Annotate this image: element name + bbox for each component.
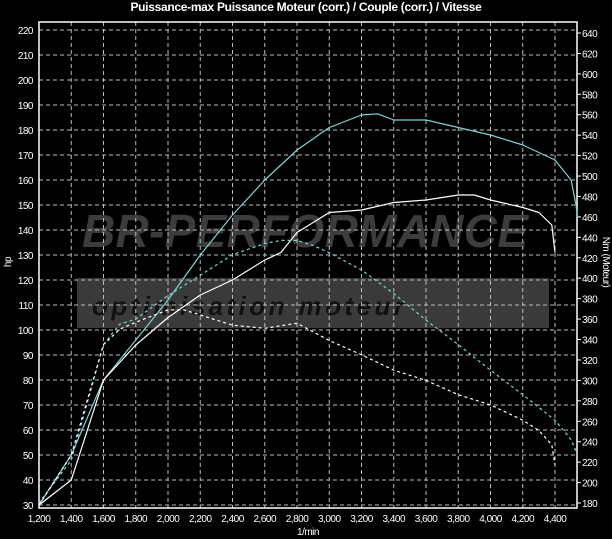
y2-tick-label: 300 xyxy=(582,376,598,387)
y-tick-label: 120 xyxy=(18,276,34,287)
y2-tick-label: 620 xyxy=(582,49,598,60)
y2-tick-label: 180 xyxy=(582,499,598,510)
y2-tick-label: 340 xyxy=(582,336,598,347)
watermark-logo-text: BR-PERFORMANCE xyxy=(82,205,529,257)
y2-tick-label: 540 xyxy=(582,131,598,142)
y-tick-label: 60 xyxy=(23,426,34,437)
x-tick-label: 2,000 xyxy=(157,514,180,525)
y-tick-label: 160 xyxy=(18,176,34,187)
y-tick-label: 200 xyxy=(18,76,34,87)
y2-tick-label: 220 xyxy=(582,458,598,469)
y2-tick-label: 240 xyxy=(582,438,598,449)
y2-axis-label: Nm (Moteur) xyxy=(600,237,611,288)
y-tick-label: 150 xyxy=(18,201,34,212)
y-axis-label: hp xyxy=(3,256,14,267)
y-tick-label: 90 xyxy=(23,351,34,362)
y2-tick-label: 320 xyxy=(582,356,598,367)
watermark-band xyxy=(77,278,549,328)
chart-title: Puissance-max Puissance Moteur (corr.) /… xyxy=(130,0,482,14)
x-tick-label: 4,400 xyxy=(544,514,567,525)
x-tick-label: 3,200 xyxy=(350,514,373,525)
y-tick-label: 190 xyxy=(18,101,34,112)
x-tick-label: 4,000 xyxy=(479,514,502,525)
x-tick-label: 3,000 xyxy=(318,514,341,525)
x-tick-label: 2,200 xyxy=(189,514,212,525)
x-tick-label: 4,200 xyxy=(511,514,534,525)
watermark: BR-PERFORMANCE optimisation moteur xyxy=(77,205,549,328)
y-tick-label: 30 xyxy=(23,501,34,512)
y-tick-label: 70 xyxy=(23,401,34,412)
torque-series-line-2 xyxy=(38,239,579,504)
y-tick-label: 40 xyxy=(23,476,34,487)
x-tick-label: 1,800 xyxy=(124,514,147,525)
x-tick-label: 3,800 xyxy=(447,514,470,525)
plot-frame xyxy=(38,21,578,509)
y2-tick-label: 460 xyxy=(582,213,598,224)
axes: 1,200 1,400 1,600 1,800 2,000 2,200 2,400 2,600… xyxy=(18,21,599,525)
y2-tick-label: 480 xyxy=(582,192,598,203)
power-series-line-0 xyxy=(38,113,579,506)
series-lines xyxy=(38,113,579,506)
y2-tick-label: 440 xyxy=(582,233,598,244)
y2-tick-label: 400 xyxy=(582,274,598,285)
y-tick-label: 210 xyxy=(18,51,34,62)
y2-tick-label: 360 xyxy=(582,315,598,326)
x-tick-label: 3,600 xyxy=(415,514,438,525)
y-tick-label: 110 xyxy=(19,301,34,312)
x-tick-label: 1,600 xyxy=(92,514,115,525)
y-tick-label: 220 xyxy=(18,26,34,37)
x-tick-label: 3,400 xyxy=(382,514,405,525)
y-tick-label: 100 xyxy=(18,326,34,337)
x-tick-label: 1,400 xyxy=(60,514,83,525)
y2-tick-label: 500 xyxy=(582,172,598,183)
y2-tick-label: 560 xyxy=(582,111,598,122)
torque-series-line-3 xyxy=(38,309,556,506)
y2-tick-label: 260 xyxy=(582,417,598,428)
y-tick-label: 140 xyxy=(18,226,34,237)
power-series-line-1 xyxy=(38,194,556,506)
x-tick-label: 2,400 xyxy=(221,514,244,525)
grid xyxy=(38,22,577,508)
y-tick-label: 80 xyxy=(23,376,34,387)
y2-tick-label: 200 xyxy=(582,479,598,490)
watermark-tagline: optimisation moteur xyxy=(92,291,406,321)
y-tick-label: 130 xyxy=(18,251,34,262)
y-tick-label: 50 xyxy=(23,451,34,462)
x-tick-label: 1,200 xyxy=(28,514,51,525)
y2-tick-label: 580 xyxy=(582,90,598,101)
y2-tick-label: 420 xyxy=(582,254,598,265)
x-tick-label: 2,600 xyxy=(253,514,276,525)
x-tick-label: 2,800 xyxy=(286,514,309,525)
y2-tick-label: 600 xyxy=(582,70,598,81)
y2-tick-label: 280 xyxy=(582,397,598,408)
y-tick-label: 170 xyxy=(18,151,34,162)
y2-tick-label: 640 xyxy=(582,29,598,40)
y2-tick-label: 380 xyxy=(582,295,598,306)
x-axis-label: 1/min xyxy=(297,527,319,538)
y2-tick-label: 520 xyxy=(582,152,598,163)
y-tick-label: 180 xyxy=(18,126,34,137)
